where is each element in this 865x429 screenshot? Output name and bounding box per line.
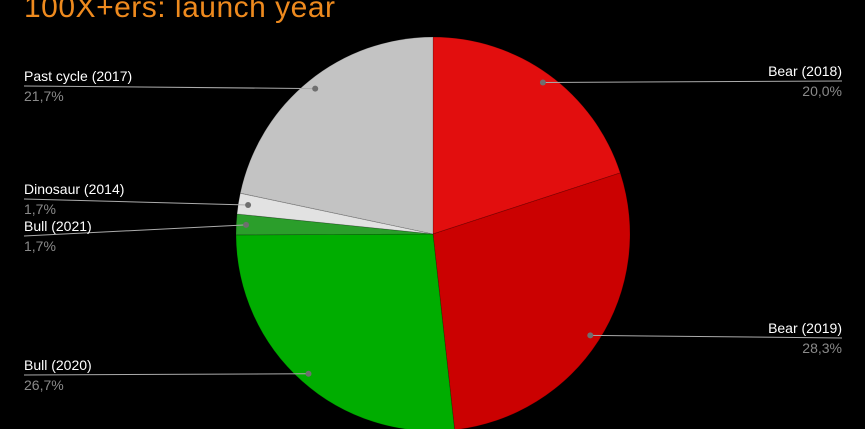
slice-label-past-cycle-2017: Past cycle (2017) 21,7%	[24, 68, 132, 105]
chart-title: 100X+ers: launch year	[24, 0, 336, 24]
slice-name: Bull (2020)	[24, 357, 92, 373]
pie-slice-bull-2021	[235, 213, 434, 236]
slice-name: Bull (2021)	[24, 218, 92, 234]
leader-line-bear-2019	[590, 334, 843, 339]
slice-label-bear-2019: Bear (2019) 28,3%	[768, 320, 842, 357]
slice-percent: 1,7%	[24, 201, 56, 217]
leader-line-bull-2020	[23, 373, 309, 376]
slice-name: Dinosaur (2014)	[24, 181, 125, 197]
slice-percent: 26,7%	[24, 377, 64, 393]
slice-percent: 28,3%	[802, 340, 842, 356]
leader-line-past-cycle-2017	[23, 85, 316, 90]
slice-label-bull-2020: Bull (2020) 26,7%	[24, 357, 92, 394]
slice-label-bear-2018: Bear (2018) 20,0%	[768, 63, 842, 100]
slice-percent: 1,7%	[24, 238, 56, 254]
slice-label-dinosaur-2014: Dinosaur (2014) 1,7%	[24, 181, 124, 218]
leader-line-bull-2021	[23, 224, 247, 237]
leader-line-dinosaur-2014	[23, 198, 249, 206]
slice-label-bull-2021: Bull (2021) 1,7%	[24, 218, 92, 255]
slice-percent: 21,7%	[24, 88, 64, 104]
leader-dot-bull-2020	[305, 370, 312, 377]
slice-percent: 20,0%	[802, 83, 842, 99]
leader-dot-bear-2018	[539, 79, 546, 86]
leader-dot-bull-2021	[243, 221, 250, 228]
pie-slice-dinosaur-2014	[236, 192, 434, 235]
leader-dot-past-cycle-2017	[312, 85, 319, 92]
pie-slice-bear-2018	[432, 36, 621, 235]
slice-name: Bear (2018)	[768, 63, 842, 79]
slice-name: Past cycle (2017)	[24, 68, 133, 84]
pie-slice-bull-2020	[235, 233, 455, 429]
slice-name: Bear (2019)	[768, 320, 842, 336]
leader-line-bear-2018	[542, 80, 843, 83]
leader-dot-dinosaur-2014	[245, 202, 252, 208]
pie-slice-past-cycle-2017	[239, 36, 434, 235]
leader-dot-bear-2019	[587, 332, 594, 339]
pie-slice-bear-2019	[432, 172, 631, 429]
